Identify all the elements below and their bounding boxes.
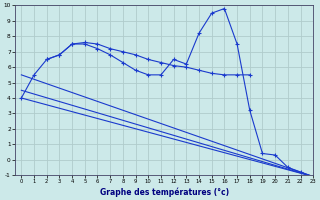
X-axis label: Graphe des températures (°c): Graphe des températures (°c) [100, 187, 229, 197]
